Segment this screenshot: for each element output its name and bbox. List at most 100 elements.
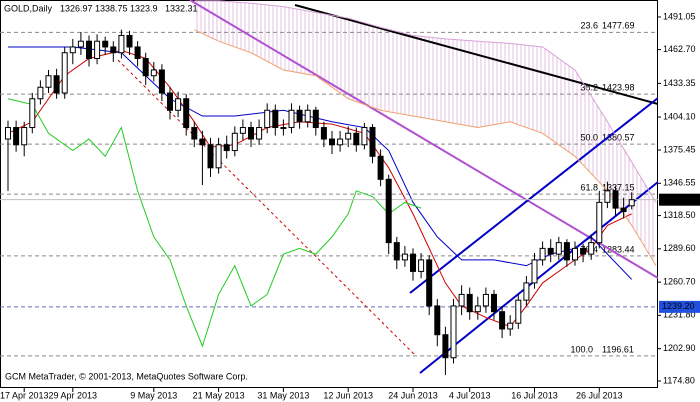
- x-tick-label: 16 Jul 2013: [511, 390, 558, 400]
- channel-line: [409, 97, 658, 294]
- candle-body: [588, 242, 595, 255]
- candle-body: [256, 127, 263, 140]
- indicator-line: [194, 0, 657, 203]
- candle-body: [175, 98, 182, 111]
- candle-body: [531, 259, 538, 284]
- candle-body: [604, 190, 611, 203]
- candle-body: [628, 199, 635, 207]
- candle-body: [523, 282, 530, 301]
- candle-body: [418, 259, 425, 272]
- candle-body: [37, 86, 44, 100]
- fibo-ratio: 23.6: [580, 21, 598, 31]
- candle-body: [272, 109, 279, 129]
- x-tick-label: 4 Jul 2013: [449, 390, 491, 400]
- candle-body: [393, 242, 400, 261]
- candle-body: [126, 34, 133, 48]
- candle-body: [207, 144, 214, 169]
- candle-body: [434, 305, 441, 336]
- y-tick-label: 1433.35: [663, 78, 696, 88]
- cloud-fill: [194, 0, 657, 266]
- candle-body: [53, 75, 60, 94]
- candle-body: [199, 138, 206, 146]
- candle-body: [183, 98, 190, 129]
- candle-body: [118, 34, 125, 54]
- candle-body: [264, 109, 271, 129]
- candle-body: [110, 46, 117, 54]
- y-tick-label: 1404.10: [663, 111, 696, 121]
- candle-body: [215, 144, 222, 169]
- x-tick-label: 31 May 2013: [257, 390, 309, 400]
- candle-layer: [5, 29, 635, 375]
- x-tick-label: 26 Jul 2013: [576, 390, 623, 400]
- header-close: 1332.31: [165, 3, 198, 13]
- candle-body: [150, 69, 157, 77]
- candle-body: [458, 293, 465, 307]
- x-tick-label: 17 Apr 2013: [0, 390, 48, 400]
- candle-body: [369, 127, 376, 157]
- trendline: [294, 4, 658, 105]
- y-tick-label: 1491.05: [663, 11, 696, 21]
- candle-body: [231, 132, 238, 152]
- price-tag: [659, 193, 700, 206]
- candle-body: [499, 311, 506, 330]
- candle-body: [102, 40, 109, 48]
- candle-body: [337, 138, 344, 146]
- candle-body: [296, 109, 303, 123]
- candle-body: [385, 178, 392, 244]
- fibo-ratio: 61.8: [580, 182, 598, 192]
- indicator-line: [194, 29, 657, 266]
- indicator-line: [7, 98, 422, 348]
- level-tag-label: 1239.20: [662, 301, 695, 311]
- candle-body: [21, 127, 28, 146]
- y-tick-label: 1260.70: [663, 276, 696, 286]
- candle-body: [61, 52, 68, 94]
- y-tick-label: 1462.70: [663, 44, 696, 54]
- candle-body: [167, 92, 173, 111]
- y-tick-label: 1289.60: [663, 243, 696, 253]
- candle-body: [482, 293, 489, 307]
- candle-body: [539, 247, 546, 261]
- candle-body: [515, 299, 522, 324]
- candle-body: [312, 109, 319, 129]
- candle-body: [134, 46, 141, 59]
- fibo-ratio: 100.0: [570, 344, 593, 354]
- candle-body: [304, 109, 311, 123]
- candle-body: [288, 109, 295, 129]
- y-tick-label: 1375.45: [663, 144, 696, 154]
- fibo-baseline: [117, 59, 416, 356]
- trendline: [189, 0, 658, 279]
- candle-body: [474, 305, 481, 313]
- candle-body: [13, 127, 20, 146]
- candle-body: [158, 69, 165, 94]
- fibo-price: 1423.98: [602, 83, 635, 93]
- y-tick-label: 1318.50: [663, 210, 696, 220]
- y-tick-label: 1202.90: [663, 343, 696, 353]
- channel-line: [419, 181, 658, 374]
- y-tick-label: 1174.80: [663, 375, 695, 385]
- candle-body: [491, 293, 497, 313]
- x-tick-label: 9 May 2013: [130, 390, 177, 400]
- candle-body: [280, 127, 287, 130]
- trendlines: [117, 0, 658, 374]
- fibo-ratio: 50.0: [580, 133, 598, 143]
- candle-body: [77, 40, 84, 48]
- fibo-price: 1196.61: [602, 344, 634, 354]
- price-tag-label: 1332.31: [662, 194, 695, 204]
- candle-body: [620, 207, 627, 213]
- candle-body: [223, 144, 230, 152]
- candle-body: [248, 127, 254, 140]
- candle-body: [94, 40, 101, 59]
- candle-body: [507, 322, 514, 330]
- candle-body: [345, 132, 352, 140]
- candle-body: [142, 57, 149, 77]
- candle-body: [547, 247, 554, 255]
- fibo-price: 1283.44: [602, 244, 635, 254]
- fibo-price: 1380.57: [602, 133, 635, 143]
- y-tick-label: 1231.80: [663, 310, 696, 320]
- candle-body: [239, 127, 246, 134]
- x-tick-label: 24 Jun 2013: [388, 390, 438, 400]
- candle-body: [555, 242, 562, 255]
- candle-body: [5, 127, 11, 140]
- header-symbol: GOLD,Daily: [4, 3, 53, 13]
